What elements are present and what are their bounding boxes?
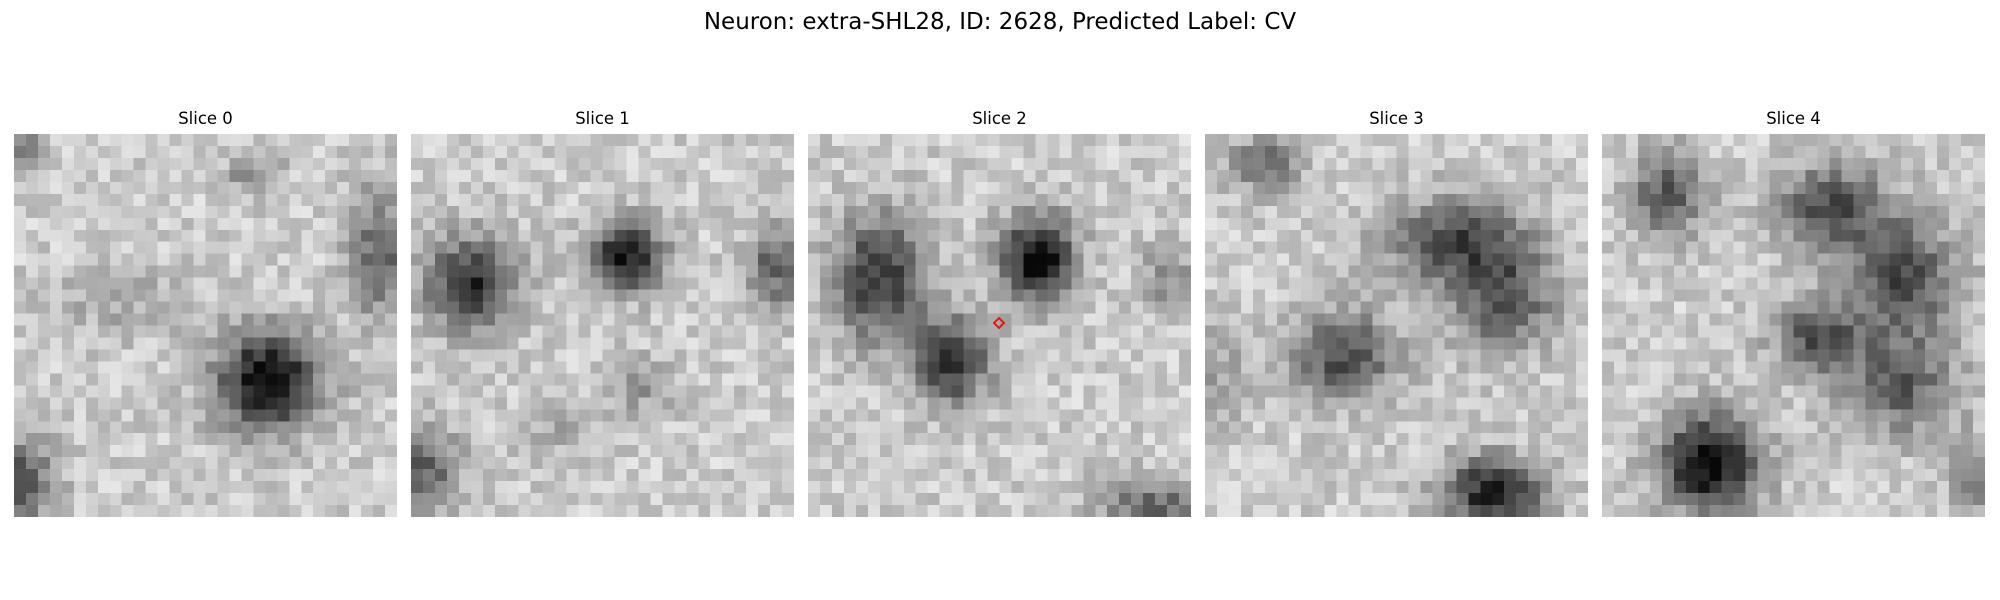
slice-2-image <box>808 134 1191 517</box>
slice-1-title: Slice 1 <box>575 109 630 128</box>
slice-4-title: Slice 4 <box>1766 109 1821 128</box>
red-diamond-marker-icon <box>993 317 1005 329</box>
slice-3-title: Slice 3 <box>1369 109 1424 128</box>
slice-3-image <box>1205 134 1588 517</box>
slice-0-image <box>14 134 397 517</box>
slice-1-image <box>411 134 794 517</box>
slice-2-title: Slice 2 <box>972 109 1027 128</box>
slice-0-title: Slice 0 <box>178 109 233 128</box>
figure-title: Neuron: extra-SHL28, ID: 2628, Predicted… <box>703 9 1297 35</box>
slice-4-image <box>1602 134 1985 517</box>
